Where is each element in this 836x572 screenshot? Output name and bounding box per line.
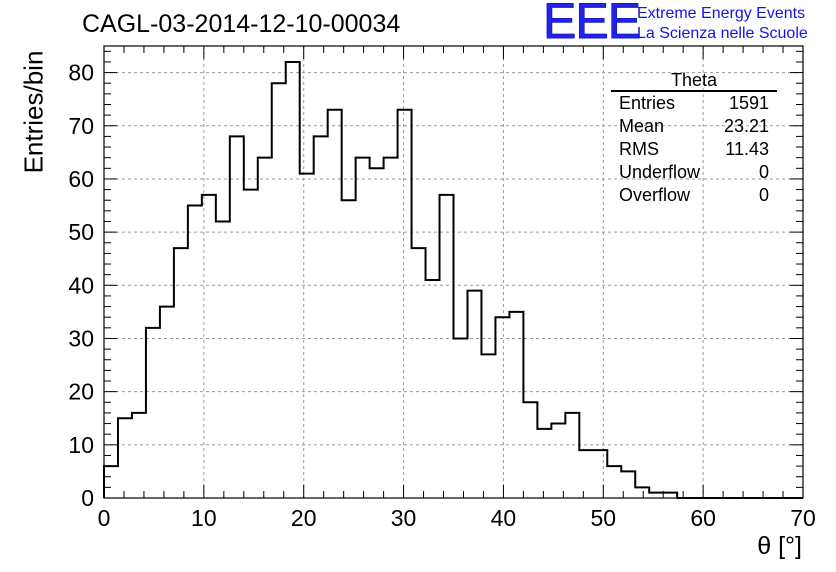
y-tick-label: 60 bbox=[68, 166, 94, 192]
histogram-bar bbox=[384, 158, 398, 498]
stats-row-rms: RMS 11.43 bbox=[611, 138, 777, 161]
histogram-bar bbox=[104, 466, 118, 498]
y-tick-label: 50 bbox=[68, 219, 94, 245]
histogram-bar bbox=[328, 110, 342, 498]
eee-logo: EEE bbox=[542, 0, 641, 49]
plot-frame bbox=[103, 45, 804, 499]
stats-value: 0 bbox=[758, 185, 769, 205]
project-line-1: Extreme Energy Events bbox=[637, 5, 806, 22]
histogram-outline bbox=[103, 60, 803, 499]
histogram-bar bbox=[481, 354, 495, 498]
histogram-bar bbox=[454, 338, 468, 498]
histogram-bar bbox=[314, 136, 328, 498]
y-tick-label: 70 bbox=[68, 113, 94, 139]
histogram-bar bbox=[607, 466, 621, 498]
stats-title: Theta bbox=[611, 70, 777, 92]
histogram-bar bbox=[342, 200, 356, 498]
y-tick-label: 30 bbox=[68, 325, 94, 351]
x-tick-label: 50 bbox=[590, 505, 616, 531]
x-tick-label: 20 bbox=[291, 505, 317, 531]
histogram-bar bbox=[579, 450, 593, 498]
histogram-bar bbox=[426, 280, 440, 498]
histogram-bar bbox=[118, 418, 132, 498]
y-axis-label: Entries/bin bbox=[18, 50, 49, 174]
histogram-bar bbox=[509, 312, 523, 498]
histogram-bar bbox=[467, 291, 481, 498]
histogram-bar bbox=[398, 110, 412, 498]
stats-label: Entries bbox=[619, 93, 676, 113]
y-tick-label: 80 bbox=[68, 60, 94, 86]
x-tick-label: 60 bbox=[690, 505, 716, 531]
histogram-bar bbox=[160, 307, 174, 498]
histogram-bar bbox=[635, 487, 649, 498]
histogram-bar bbox=[593, 450, 607, 498]
x-tick-label: 40 bbox=[491, 505, 517, 531]
stats-value: 11.43 bbox=[725, 139, 769, 159]
chart-title: CAGL-03-2014-12-10-00034 bbox=[82, 10, 401, 38]
stats-label: RMS bbox=[619, 139, 659, 159]
histogram-bar bbox=[537, 429, 551, 498]
stats-row-entries: Entries 1591 bbox=[611, 92, 777, 115]
stats-label: Underflow bbox=[619, 162, 701, 182]
stats-label: Overflow bbox=[619, 185, 691, 205]
y-tick-label: 20 bbox=[68, 379, 94, 405]
stats-box: Theta Entries 1591 Mean 23.21 RMS 11.43 … bbox=[611, 70, 777, 207]
histogram-bar bbox=[495, 317, 509, 498]
y-tick-label: 40 bbox=[68, 272, 94, 298]
histogram-bar bbox=[272, 83, 286, 498]
x-axis-label: θ [°] bbox=[757, 532, 802, 560]
histogram-bar bbox=[132, 413, 146, 498]
x-tick-label: 30 bbox=[391, 505, 417, 531]
stats-value: 0 bbox=[758, 162, 769, 182]
stats-label: Mean bbox=[619, 116, 665, 136]
stats-row-overflow: Overflow 0 bbox=[611, 184, 777, 207]
x-tick-label: 0 bbox=[98, 505, 111, 531]
y-tick-label: 10 bbox=[68, 432, 94, 458]
y-tick-label: 0 bbox=[81, 485, 94, 511]
histogram-bar bbox=[370, 168, 384, 498]
x-tick-label: 70 bbox=[790, 505, 816, 531]
histogram-bar bbox=[230, 136, 244, 498]
histogram-bar bbox=[258, 158, 272, 498]
histogram-bar bbox=[188, 206, 202, 498]
histogram-bar bbox=[565, 413, 579, 498]
histogram-bar bbox=[286, 62, 300, 498]
histogram-bar bbox=[216, 221, 230, 498]
histogram-bar bbox=[174, 248, 188, 498]
x-tick-label: 10 bbox=[191, 505, 217, 531]
histogram-bar bbox=[300, 174, 314, 498]
histogram-bar bbox=[523, 402, 537, 498]
project-name: Extreme Energy Events La Scienza nelle S… bbox=[637, 4, 808, 44]
histogram-bar bbox=[440, 195, 454, 498]
stats-row-mean: Mean 23.21 bbox=[611, 115, 777, 138]
histogram-bar bbox=[244, 190, 258, 498]
histogram-bar bbox=[356, 158, 370, 498]
histogram-bar bbox=[146, 328, 160, 498]
project-line-2: La Scienza nelle Scuole bbox=[637, 25, 808, 42]
stats-value: 23.21 bbox=[723, 116, 769, 136]
stats-row-underflow: Underflow 0 bbox=[611, 161, 777, 184]
histogram-bar bbox=[551, 424, 565, 498]
stats-value: 1591 bbox=[728, 93, 769, 113]
